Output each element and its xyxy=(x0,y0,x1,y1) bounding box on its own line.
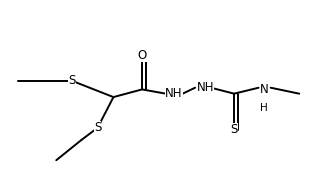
Text: NH: NH xyxy=(165,87,182,100)
Text: NH: NH xyxy=(197,81,214,94)
Text: S: S xyxy=(94,121,101,134)
Text: O: O xyxy=(137,49,147,62)
Text: N: N xyxy=(260,83,269,96)
Text: H: H xyxy=(260,103,268,113)
Text: S: S xyxy=(230,123,238,136)
Text: S: S xyxy=(69,74,76,87)
